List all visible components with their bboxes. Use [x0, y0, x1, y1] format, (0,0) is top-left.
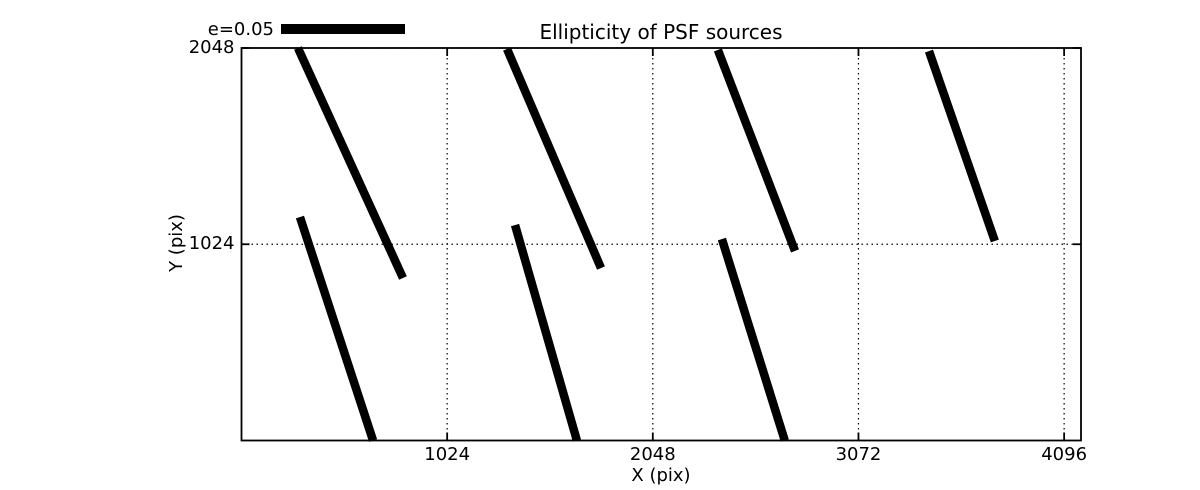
x-tick-label: 4096	[1041, 444, 1088, 465]
ellipticity-whisker	[510, 223, 581, 442]
y-tick-label: 1024	[188, 233, 235, 255]
x-tick-label: 3072	[835, 444, 882, 465]
ellipticity-whisker	[503, 47, 605, 270]
x-axis-label: X (pix)	[631, 465, 691, 486]
x-tick-label: 1024	[424, 444, 471, 465]
ellipticity-whisker	[924, 49, 999, 243]
chart-title: Ellipticity of PSF sources	[539, 20, 783, 44]
ellipticity-whisker	[294, 46, 407, 280]
axes-border	[240, 47, 1082, 442]
ellipticity-whisker	[295, 215, 378, 442]
legend-label: e=0.05	[207, 19, 274, 40]
x-tick-label: 2048	[629, 444, 676, 465]
legend-scale-bar	[281, 24, 405, 34]
ellipticity-whisker	[717, 237, 789, 442]
ellipticity-whisker	[713, 48, 799, 253]
y-tick-label: 2048	[188, 37, 235, 58]
